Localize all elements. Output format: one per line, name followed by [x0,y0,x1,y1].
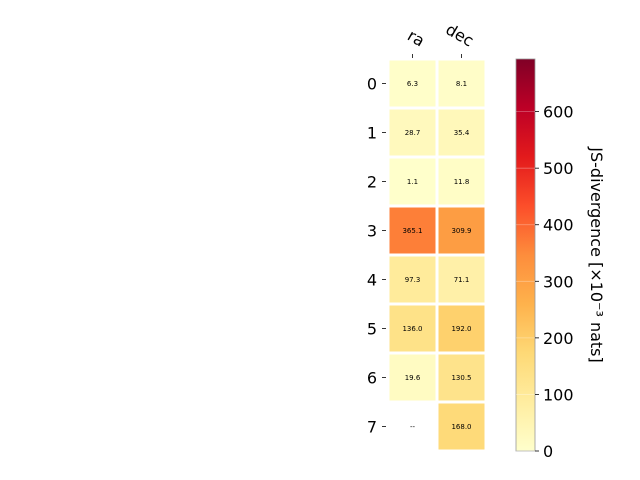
cell-value-label: 6.3 [407,80,418,88]
colorbar-tick-label: 300 [543,272,574,291]
cell-value-label: 28.7 [405,129,421,137]
cell-value-label: 168.0 [451,423,471,431]
cell-value-label: 1.1 [407,178,418,186]
cell-value-label: 136.0 [402,325,422,333]
heatmap-cell [438,158,485,205]
cell-value-label: 11.8 [454,178,470,186]
heatmap-cell [389,305,436,352]
heatmap-cell [438,403,485,450]
colorbar-tick-label: 200 [543,329,574,348]
heatmap-cell [438,60,485,107]
cell-value-label: 309.9 [451,227,471,235]
cell-value-label: 130.5 [451,374,471,382]
heatmap-cell [438,207,485,254]
heatmap-cell [438,354,485,401]
row-label: 4 [367,271,377,290]
cell-value-label: -- [410,423,416,431]
row-labels: 0 1 2 3 4 5 6 7 [367,75,386,437]
colorbar-tick-label: 100 [543,385,574,404]
colorbar-gradient [515,58,536,452]
heatmap-cell [438,256,485,303]
heatmap-cell [389,256,436,303]
heatmap-cell [438,109,485,156]
colorbar-tick-label: 400 [543,216,574,235]
heatmap-cells: 6.3 8.1 28.7 35.4 1.1 11.8 365.1 309.9 97.3 71.1 1… [389,60,485,450]
heatmap-cell [389,109,436,156]
row-label: 0 [367,75,377,94]
cell-value-label: 8.1 [456,80,467,88]
row-label: 6 [367,369,377,388]
heatmap-cell [438,305,485,352]
column-label: dec [443,20,477,51]
cell-value-label: 35.4 [454,129,470,137]
heatmap-cell [389,158,436,205]
colorbar-tick-label: 0 [543,442,553,461]
colorbar-tick-label: 600 [543,103,574,122]
heatmap-cell [389,60,436,107]
heatmap-cell [389,207,436,254]
row-label: 1 [367,124,377,143]
colorbar-ticks: 0 100 200 300 400 500 600 [516,103,574,461]
column-label: ra [404,26,428,51]
row-label: 2 [367,173,377,192]
cell-value-label: 97.3 [405,276,421,284]
cell-value-label: 365.1 [402,227,422,235]
row-label: 3 [367,222,377,241]
colorbar: 0 100 200 300 400 500 600 JS-divergence [×10⁻³… [515,58,606,461]
row-label: 5 [367,320,377,339]
heatmap-cell [389,354,436,401]
row-label: 7 [367,418,377,437]
colorbar-label: JS-divergence [×10⁻³ nats] [587,146,606,362]
column-labels: ra dec [404,20,477,58]
colorbar-tick-label: 500 [543,159,574,178]
cell-value-label: 19.6 [405,374,421,382]
cell-value-label: 71.1 [454,276,470,284]
cell-value-label: 192.0 [451,325,471,333]
